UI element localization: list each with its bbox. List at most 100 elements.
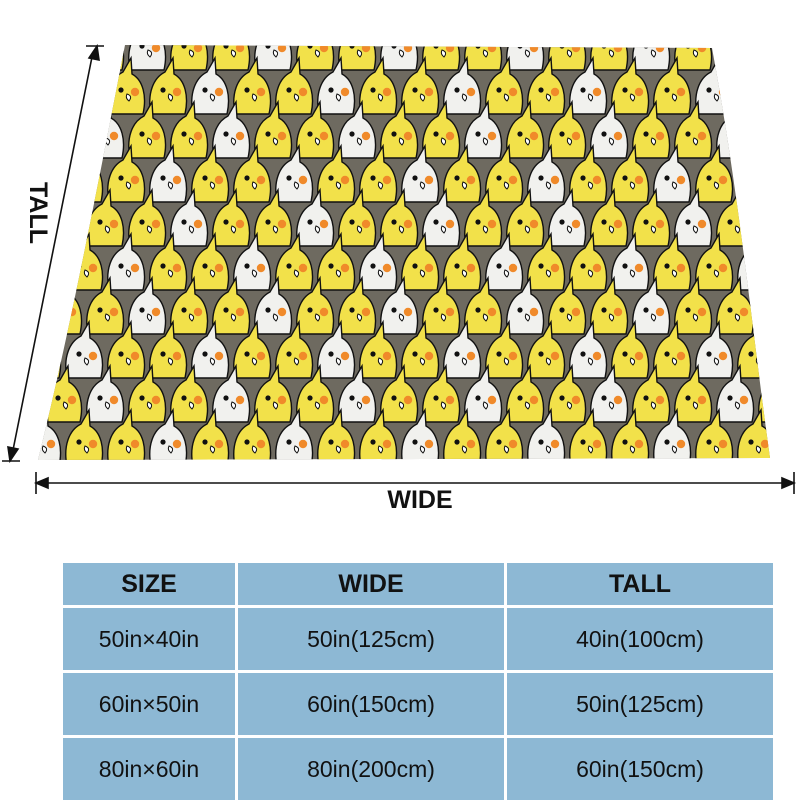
cockatiel-bird [212,99,251,159]
cockatiel-bird [128,187,167,247]
cockatiel-bird [569,55,608,115]
cockatiel-bird [380,99,419,159]
cockatiel-bird [107,231,146,291]
cockatiel-bird [149,55,188,115]
table-row: 50in×40in 50in(125cm) 40in(100cm) [63,608,773,670]
cockatiel-bird [170,99,209,159]
cell-size: 80in×60in [63,738,235,800]
cockatiel-bird [275,407,314,460]
cockatiel-bird [653,231,692,291]
cockatiel-bird [191,407,230,460]
cockatiel-bird [191,143,230,203]
cockatiel-bird [317,407,356,460]
cockatiel-bird [485,143,524,203]
cockatiel-bird [590,99,629,159]
cockatiel-bird [107,407,146,460]
cockatiel-bird [128,275,167,335]
cockatiel-bird [506,99,545,159]
cockatiel-bird [86,275,125,335]
cockatiel-bird [233,55,272,115]
cockatiel-bird [359,143,398,203]
cockatiel-bird [737,143,770,203]
cockatiel-bird [38,363,41,423]
cockatiel-bird [611,143,650,203]
cockatiel-bird [695,231,734,291]
cockatiel-bird [275,231,314,291]
cockatiel-bird [611,407,650,460]
wide-label: WIDE [387,486,453,514]
header-wide: WIDE [238,563,504,605]
cockatiel-bird [632,99,671,159]
cockatiel-bird [149,143,188,203]
table-row: 60in×50in 60in(150cm) 50in(125cm) [63,673,773,735]
cockatiel-bird [191,231,230,291]
cockatiel-bird [780,410,800,466]
cockatiel-bird [65,319,104,379]
cockatiel-bird [506,275,545,335]
cockatiel-bird [107,143,146,203]
cockatiel-bird [170,45,209,71]
cockatiel-bird [548,275,587,335]
cockatiel-bird [527,55,566,115]
cockatiel-bird [38,275,41,335]
cockatiel-bird [233,231,272,291]
cockatiel-bird [569,319,608,379]
cell-size: 50in×40in [63,608,235,670]
table-row: 80in×60in 80in(200cm) 60in(150cm) [63,738,773,800]
cockatiel-bird [296,275,335,335]
cockatiel-bird [527,231,566,291]
tall-arrow [2,43,104,464]
cockatiel-bird [401,407,440,460]
cockatiel-bird [695,407,734,460]
cockatiel-bird [401,143,440,203]
cell-tall: 50in(125cm) [507,673,773,735]
cockatiel-bird [317,319,356,379]
cockatiel-bird [380,45,419,71]
cell-wide: 50in(125cm) [238,608,504,670]
cockatiel-bird [44,99,83,159]
cockatiel-bird [485,407,524,460]
cockatiel-bird [212,187,251,247]
cockatiel-bird [338,99,377,159]
wide-arrow [33,472,797,494]
cockatiel-bird [485,231,524,291]
cockatiel-bird [695,143,734,203]
cockatiel-bird [149,231,188,291]
cockatiel-bird [317,143,356,203]
cockatiel-bird [632,187,671,247]
cockatiel-bird [527,407,566,460]
cockatiel-bird [86,363,125,423]
cockatiel-bird [44,45,83,71]
cockatiel-bird [780,146,800,202]
cockatiel-bird [674,45,713,71]
cockatiel-bird [485,319,524,379]
cockatiel-bird [674,99,713,159]
size-table-header-row: SIZE WIDE TALL [63,563,773,605]
cockatiel-bird [338,275,377,335]
cell-tall: 60in(150cm) [507,738,773,800]
cockatiel-bird [548,363,587,423]
cockatiel-bird [149,319,188,379]
cockatiel-bird [464,45,503,71]
cockatiel-bird [653,55,692,115]
cockatiel-bird [569,143,608,203]
cockatiel-bird [38,55,62,115]
cockatiel-bird [254,99,293,159]
cockatiel-bird [758,275,770,335]
cockatiel-bird [758,363,770,423]
cockatiel-bird [422,99,461,159]
cell-tall: 40in(100cm) [507,608,773,670]
cockatiel-bird [254,45,293,71]
cockatiel-bird [380,275,419,335]
cockatiel-bird [128,45,167,71]
cockatiel-bird [758,99,770,159]
cockatiel-bird [590,363,629,423]
cockatiel-bird [149,407,188,460]
cockatiel-bird [611,231,650,291]
cockatiel-bird [422,363,461,423]
cockatiel-bird [38,45,41,71]
cockatiel-bird [233,143,272,203]
cockatiel-bird [674,363,713,423]
cockatiel-bird [527,143,566,203]
cockatiel-bird [275,319,314,379]
